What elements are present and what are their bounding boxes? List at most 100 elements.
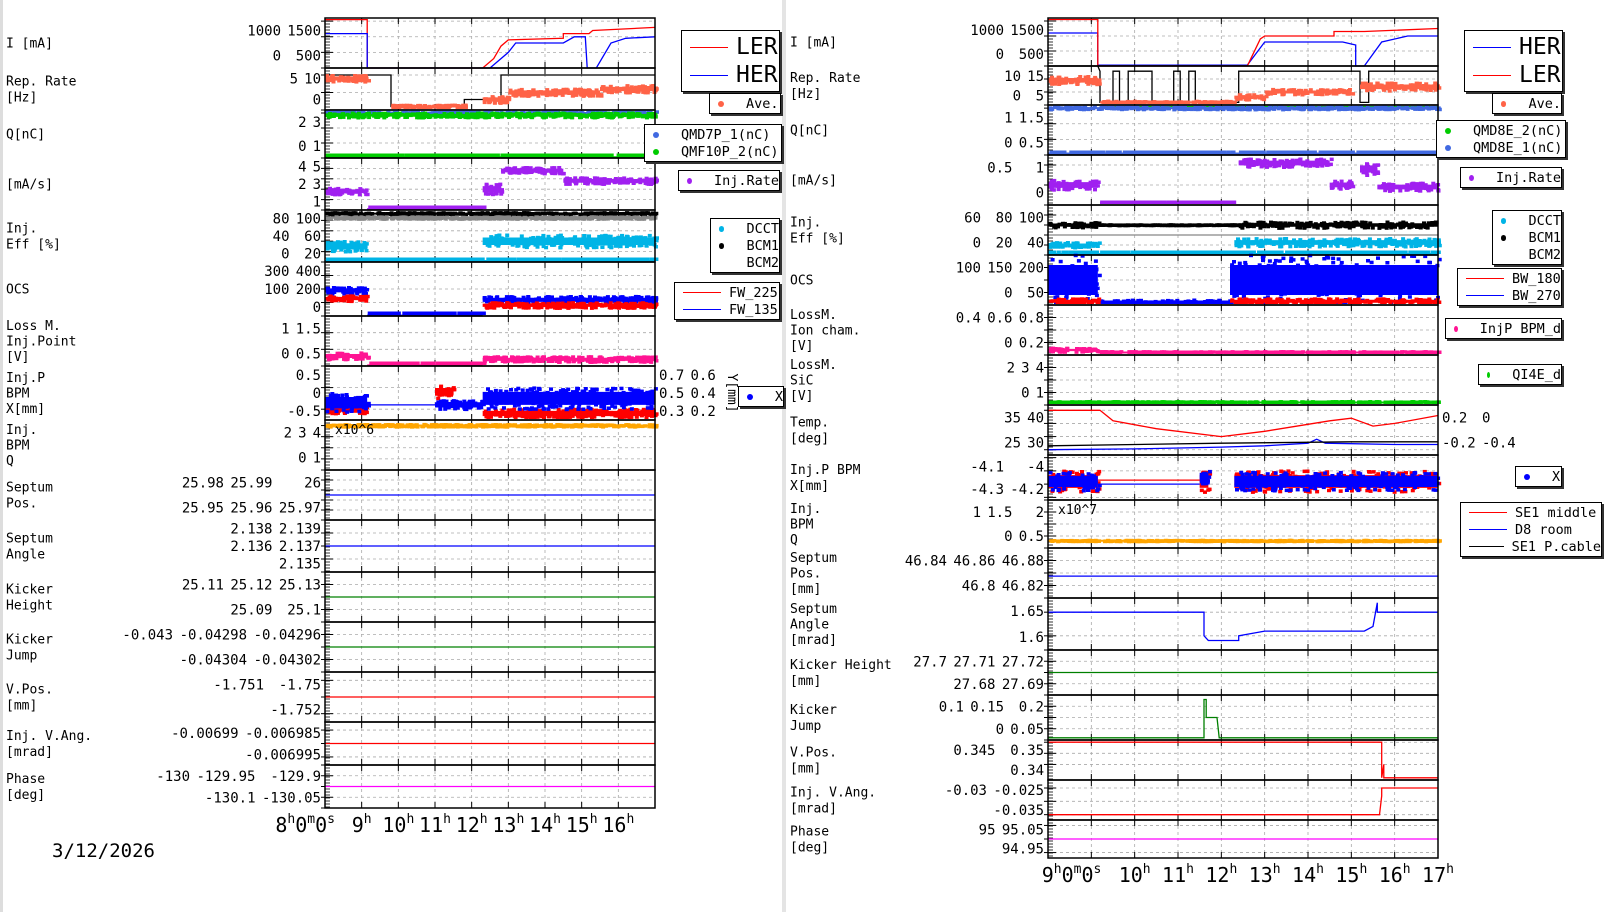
data-point: [439, 115, 444, 119]
data-point: [493, 355, 498, 360]
series-FW-225: [325, 294, 370, 304]
data-point: [390, 153, 395, 157]
data-point: [331, 257, 336, 261]
data-point: [511, 295, 516, 300]
data-point: [508, 305, 513, 310]
data-point: [441, 205, 446, 209]
data-point: [482, 100, 487, 105]
data-point: [477, 205, 482, 209]
data-point: [403, 115, 408, 119]
data-point: [608, 235, 613, 240]
data-point: [415, 361, 420, 365]
y-tick-label: 1: [313, 194, 321, 210]
data-point: [395, 115, 400, 120]
data-point: [376, 361, 381, 365]
data-point: [565, 257, 570, 261]
data-point: [580, 355, 585, 360]
data-point: [462, 153, 466, 157]
data-point: [520, 355, 525, 360]
data-point: [627, 257, 632, 261]
data-point: [519, 234, 524, 238]
y-tick-label: 20: [304, 246, 321, 262]
y-tick-label: 0: [313, 300, 321, 316]
data-point: [655, 110, 659, 114]
data-point: [633, 359, 638, 363]
data-point: [553, 88, 558, 92]
data-point: [466, 257, 471, 261]
data-point: [423, 111, 428, 115]
data-point: [407, 205, 412, 209]
data-point: [462, 205, 467, 209]
data-point: [353, 74, 357, 78]
data-point: [339, 257, 344, 261]
y-tick-label: 0: [273, 49, 281, 65]
data-point: [500, 359, 505, 363]
data-point: [550, 355, 555, 360]
data-point: [405, 153, 410, 157]
data-point: [551, 153, 556, 157]
panel-divider: [782, 0, 786, 912]
data-point: [631, 89, 636, 93]
y-tick-label: 2: [298, 115, 306, 131]
data-point: [368, 205, 373, 209]
data-point: [606, 90, 611, 94]
data-point: [508, 88, 513, 93]
data-point: [458, 205, 463, 209]
y-tick-label: 100: [264, 282, 289, 298]
data-point: [547, 111, 551, 116]
series-FW-225: [482, 301, 659, 310]
y-axis-label: [Hz]: [6, 90, 37, 105]
data-point: [346, 213, 351, 217]
data-point: [489, 235, 494, 239]
data-point: [458, 257, 463, 261]
data-point: [598, 359, 603, 363]
data-point: [522, 94, 527, 98]
series-Inj-Rate: [325, 186, 370, 197]
data-point: [377, 212, 382, 217]
data-point: [521, 153, 525, 157]
data-point: [514, 93, 519, 98]
data-point: [488, 153, 493, 157]
data-point: [353, 249, 358, 253]
data-point: [350, 153, 355, 157]
data-point: [567, 115, 572, 119]
data-point: [449, 257, 454, 261]
data-point: [361, 294, 366, 299]
data-point: [451, 205, 456, 209]
data-point: [628, 153, 633, 157]
data-point: [480, 114, 485, 119]
data-point: [576, 257, 581, 261]
data-point: [580, 305, 585, 310]
data-point: [425, 205, 430, 209]
data-point: [339, 248, 344, 252]
data-point: [416, 311, 420, 315]
data-point: [471, 205, 475, 209]
data-point: [442, 311, 447, 315]
series-Inj-Rate: [501, 166, 566, 176]
data-point: [527, 93, 532, 98]
y-axis-label: Rep. Rate: [6, 75, 77, 90]
data-point: [544, 93, 549, 98]
data-point: [507, 115, 511, 119]
data-point: [474, 205, 479, 209]
data-point: [349, 217, 354, 221]
data-point: [482, 361, 487, 365]
data-point: [587, 243, 592, 247]
data-point: [331, 356, 336, 361]
data-point: [346, 257, 351, 261]
data-point: [555, 306, 560, 310]
data-point: [559, 153, 564, 157]
data-point: [624, 257, 629, 261]
data-point: [586, 88, 591, 92]
data-point: [542, 171, 547, 176]
data-point: [400, 153, 405, 157]
data-point: [360, 257, 365, 261]
data-point: [560, 301, 565, 305]
data-point: [392, 205, 397, 209]
series-InjPoint: [367, 361, 487, 367]
data-point: [531, 92, 536, 97]
data-point: [354, 153, 359, 157]
